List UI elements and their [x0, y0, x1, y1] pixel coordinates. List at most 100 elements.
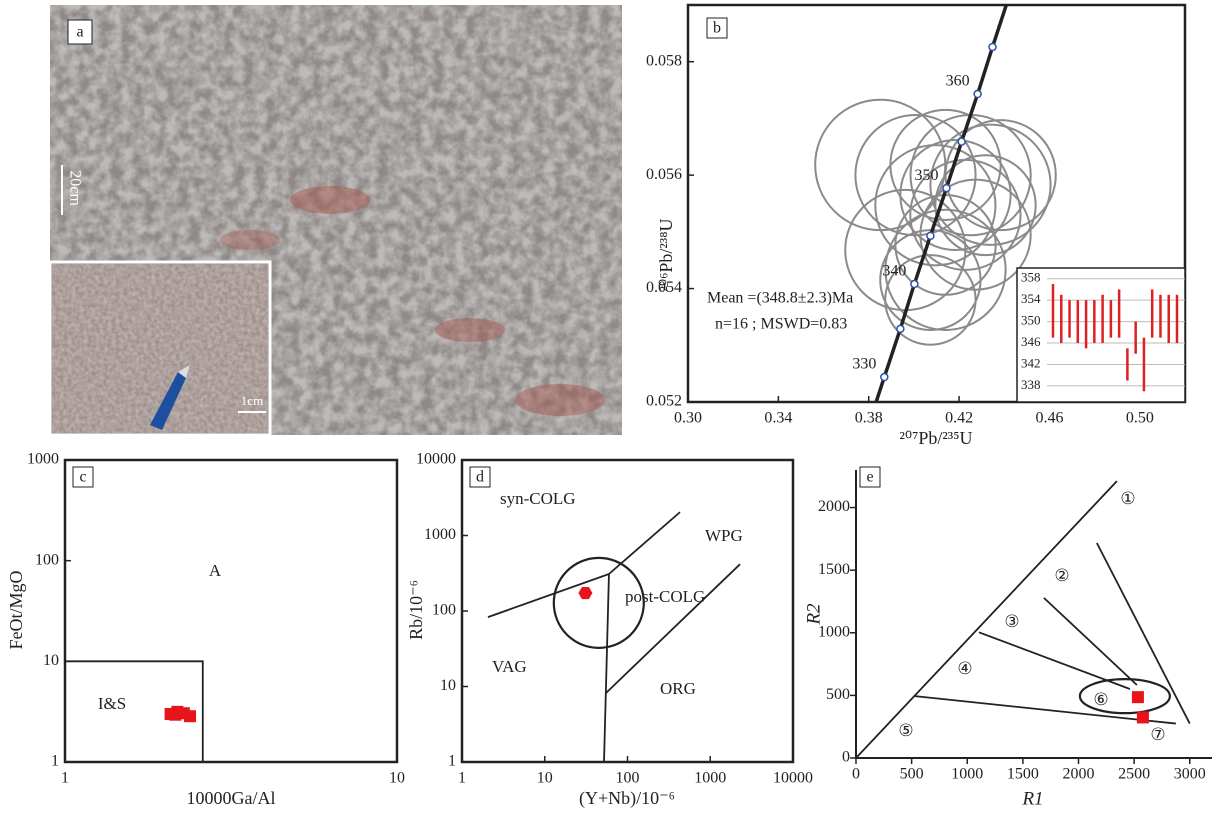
- age-marker: [974, 91, 981, 98]
- x-tick-label: 0.30: [674, 410, 702, 427]
- x-tick-label: 0: [852, 766, 860, 783]
- inset-tick-label: 358: [1021, 270, 1041, 285]
- data-point: [169, 709, 181, 721]
- y-axis-label: ²⁰⁶Pb/²³⁸U: [656, 219, 676, 292]
- field-label: VAG: [492, 657, 527, 676]
- y-tick-label: 1000: [424, 526, 456, 543]
- x-axis-label: R1: [1021, 788, 1043, 809]
- x-tick-label: 1: [61, 770, 69, 787]
- concordia-extension: [993, 5, 1007, 47]
- field-label: I&S: [98, 694, 126, 713]
- field-label: WPG: [705, 526, 743, 545]
- panel-label: a: [76, 24, 83, 41]
- age-label: 330: [852, 356, 876, 373]
- photo-patch: [515, 384, 605, 416]
- x-tick-label: 3000: [1174, 766, 1206, 783]
- y-tick-label: 1: [448, 753, 456, 770]
- x-tick-label: 0.50: [1126, 410, 1154, 427]
- y-axis-label: FeOt/MgO: [6, 570, 26, 649]
- annotation: n=16 ; MSWD=0.83: [715, 316, 847, 333]
- x-tick-label: 10: [389, 770, 405, 787]
- y-axis-label: R2: [803, 603, 824, 626]
- y-tick-label: 1500: [818, 561, 850, 578]
- x-tick-label: 10000: [773, 770, 813, 787]
- inset-tick-label: 346: [1021, 334, 1041, 349]
- y-tick-label: 1: [51, 753, 59, 770]
- y-tick-label: 1000: [818, 623, 850, 640]
- annotation: Mean =(348.8±2.3)Ma: [707, 290, 853, 307]
- x-tick-label: 2500: [1118, 766, 1150, 783]
- plot-frame: [65, 460, 397, 762]
- photo-patch: [220, 230, 280, 250]
- x-tick-label: 0.34: [764, 410, 792, 427]
- inset-tick-label: 342: [1021, 355, 1041, 370]
- field-label: ORG: [660, 679, 696, 698]
- field-boundary: [604, 574, 609, 762]
- field-label: ①: [1120, 489, 1135, 509]
- data-point: [578, 587, 592, 599]
- photo-panel: a 20cm 1cm: [50, 5, 622, 435]
- x-tick-label: 500: [900, 766, 924, 783]
- field-label: ④: [957, 659, 972, 679]
- y-axis-label: Rb/10⁻⁶: [406, 580, 426, 640]
- x-tick-label: 100: [616, 770, 640, 787]
- data-point: [184, 710, 196, 722]
- x-tick-label: 1500: [1007, 766, 1039, 783]
- age-label: 350: [914, 167, 938, 184]
- panel-label: d: [476, 469, 484, 486]
- y-tick-label: 100: [35, 551, 59, 568]
- scale-bar-label: 20cm: [66, 170, 83, 206]
- field-boundary: [856, 481, 1117, 758]
- y-tick-label: 10000: [416, 451, 456, 468]
- x-tick-label: 10: [537, 770, 553, 787]
- y-tick-label: 1000: [27, 451, 59, 468]
- x-tick-label: 2000: [1063, 766, 1095, 783]
- panel-label: b: [713, 20, 721, 37]
- field-boundary: [606, 564, 740, 693]
- field-label: syn-COLG: [500, 489, 576, 508]
- y-tick-label: 2000: [818, 498, 850, 515]
- y-tick-label: 10: [43, 652, 59, 669]
- age-label: 360: [946, 73, 970, 90]
- field-label: post-COLG: [625, 587, 705, 606]
- y-tick-label: 500: [826, 686, 850, 703]
- x-tick-label: 0.46: [1035, 410, 1063, 427]
- data-point: [1132, 691, 1144, 703]
- panel-label: c: [79, 469, 86, 486]
- age-label: 340: [882, 263, 906, 280]
- x-axis-label: 10000Ga/Al: [187, 788, 276, 808]
- age-marker: [911, 281, 918, 288]
- x-tick-label: 1000: [951, 766, 983, 783]
- y-tick-label: 100: [432, 602, 456, 619]
- field-label: ②: [1054, 566, 1069, 586]
- y-tick-label: 0.058: [646, 52, 682, 69]
- age-marker: [897, 325, 904, 332]
- age-marker: [943, 185, 950, 192]
- age-marker: [927, 232, 934, 239]
- age-marker: [989, 43, 996, 50]
- page: a 20cm 1cm 0.30 0.34 0.38 0.42 0.46 0.50 0.052…: [0, 0, 1223, 813]
- panel-label: e: [866, 469, 873, 486]
- field-label: ⑦: [1150, 725, 1165, 745]
- x-axis-label: (Y+Nb)/10⁻⁶: [579, 788, 675, 809]
- photo-patch: [290, 186, 370, 214]
- field-label: A: [209, 561, 222, 580]
- figure: a 20cm 1cm 0.30 0.34 0.38 0.42 0.46 0.50 0.052…: [0, 0, 1223, 813]
- y-tick-label: 0: [842, 749, 850, 766]
- data-point: [1137, 711, 1149, 723]
- x-tick-label: 1: [458, 770, 466, 787]
- y-tick-label: 0.052: [646, 393, 682, 410]
- field-label: ⑥: [1093, 690, 1108, 710]
- y-tick-label: 0.056: [646, 166, 682, 183]
- x-tick-label: 0.42: [945, 410, 973, 427]
- inset-tick-label: 338: [1021, 377, 1041, 392]
- x-tick-label: 0.38: [855, 410, 883, 427]
- x-tick-label: 1000: [694, 770, 726, 787]
- field-boundary: [609, 512, 680, 574]
- x-axis-label: ²⁰⁷Pb/²³⁵U: [900, 428, 973, 448]
- age-marker: [881, 374, 888, 381]
- age-marker: [958, 138, 965, 145]
- scale-bar-label: 1cm: [241, 393, 263, 408]
- field-boundary: [1044, 598, 1137, 685]
- field-label: ③: [1004, 612, 1019, 632]
